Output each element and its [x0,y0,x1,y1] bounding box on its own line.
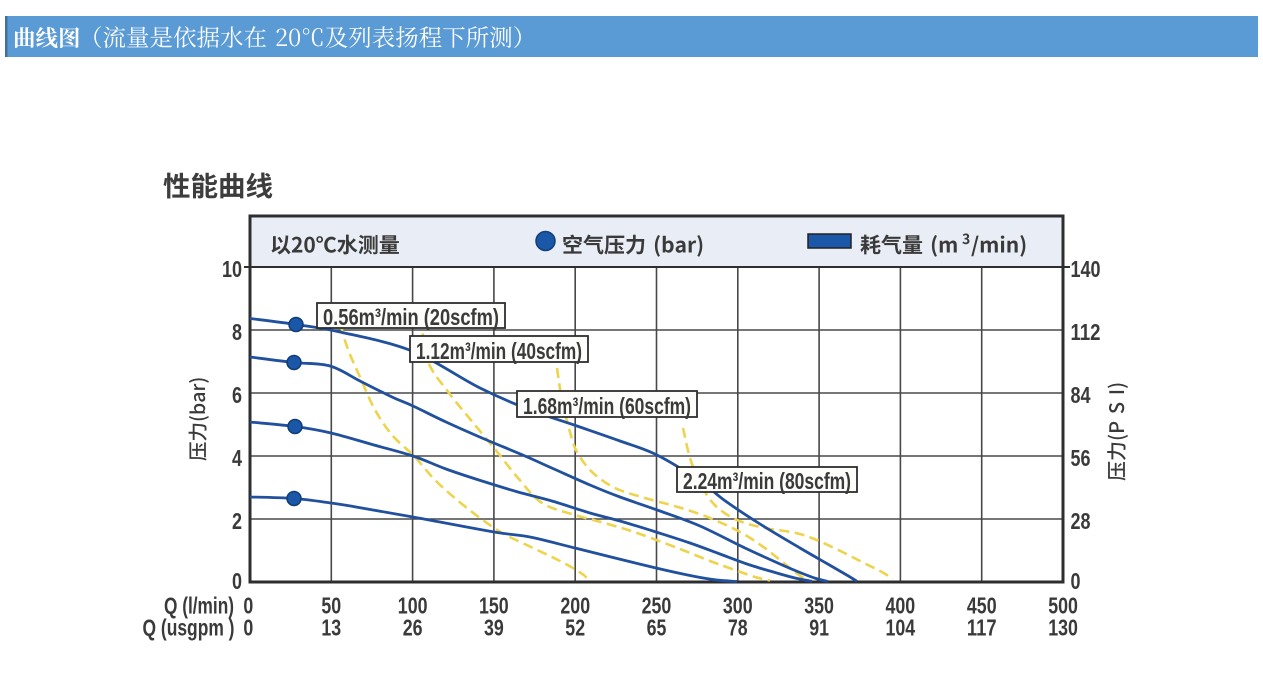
svg-text:0.56m³/min (20scfm): 0.56m³/min (20scfm) [323,304,499,330]
svg-text:Q (usgpm ): Q (usgpm ) [143,615,235,641]
svg-text:0: 0 [1071,568,1081,594]
svg-text:117: 117 [967,615,997,641]
svg-text:140: 140 [1071,256,1101,282]
svg-text:0: 0 [243,593,253,619]
svg-text:450: 450 [967,593,997,619]
svg-text:52: 52 [565,615,585,641]
svg-text:100: 100 [398,593,428,619]
svg-text:350: 350 [804,593,834,619]
svg-text:0: 0 [232,568,242,594]
svg-text:65: 65 [647,615,667,641]
svg-text:2.24m³/min (80scfm): 2.24m³/min (80scfm) [683,468,851,494]
svg-text:78: 78 [728,615,748,641]
svg-text:28: 28 [1071,508,1091,534]
svg-text:91: 91 [809,615,829,641]
svg-text:10: 10 [222,256,242,282]
svg-text:8: 8 [232,319,242,345]
svg-text:13: 13 [321,615,341,641]
svg-text:130: 130 [1048,615,1078,641]
svg-text:112: 112 [1071,319,1101,345]
svg-text:4: 4 [232,445,242,471]
svg-text:84: 84 [1071,382,1091,408]
svg-text:26: 26 [403,615,423,641]
svg-text:39: 39 [484,615,504,641]
svg-text:Q (l/min): Q (l/min) [164,593,234,619]
svg-text:0: 0 [243,615,253,641]
svg-text:50: 50 [321,593,341,619]
svg-text:500: 500 [1048,593,1078,619]
svg-text:104: 104 [886,615,916,641]
svg-text:1.12m³/min (40scfm): 1.12m³/min (40scfm) [416,338,582,364]
svg-text:250: 250 [642,593,672,619]
svg-text:56: 56 [1071,445,1091,471]
svg-text:200: 200 [560,593,590,619]
svg-text:1.68m³/min (60scfm): 1.68m³/min (60scfm) [523,393,691,419]
svg-text:2: 2 [232,508,242,534]
svg-text:300: 300 [723,593,753,619]
svg-text:150: 150 [479,593,509,619]
svg-text:6: 6 [232,382,242,408]
svg-text:400: 400 [886,593,916,619]
